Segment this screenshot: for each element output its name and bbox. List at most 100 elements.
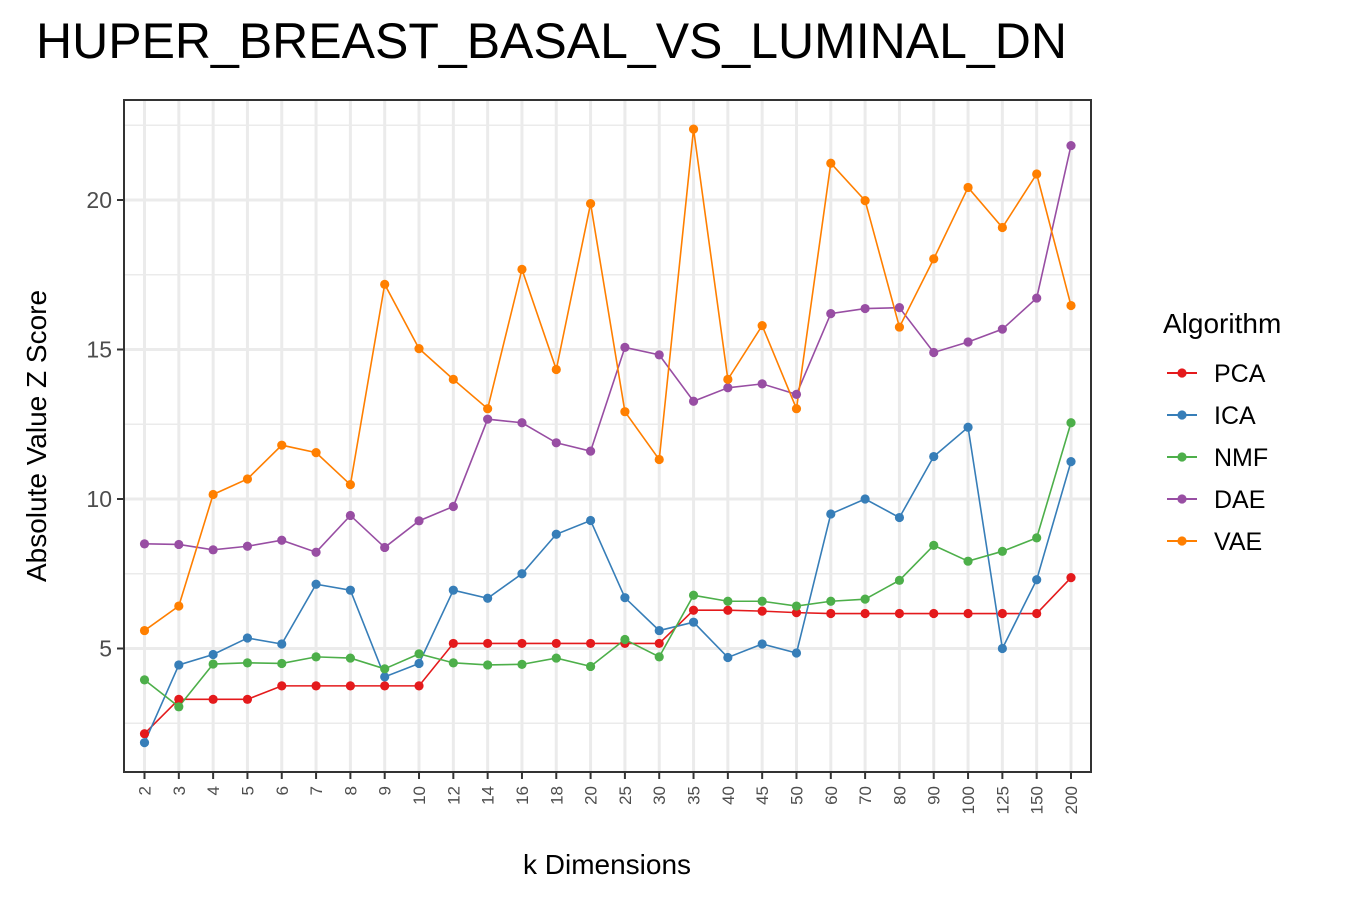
data-point-nmf bbox=[448, 658, 458, 668]
x-tick-label: 30 bbox=[650, 786, 669, 805]
data-point-dae bbox=[963, 337, 973, 347]
data-point-ica bbox=[585, 515, 596, 526]
plot-background bbox=[124, 100, 1091, 772]
data-point-dae bbox=[1032, 293, 1042, 303]
data-point-vae bbox=[242, 474, 253, 484]
series-line-nmf bbox=[144, 422, 1072, 708]
legend-key-point bbox=[1177, 494, 1187, 504]
data-point-dae bbox=[551, 438, 561, 448]
data-point-nmf bbox=[997, 546, 1007, 556]
x-tick-label: 12 bbox=[444, 786, 463, 805]
data-point-dae bbox=[311, 547, 321, 557]
data-point-vae bbox=[826, 158, 836, 168]
legend: Algorithm PCA ICA NMF DAE VAE bbox=[1163, 308, 1281, 556]
legend-key-point bbox=[1177, 536, 1187, 546]
legend-title: Algorithm bbox=[1163, 308, 1281, 339]
data-point-ica bbox=[345, 585, 355, 595]
data-point-ica bbox=[620, 593, 630, 603]
data-point-ica bbox=[929, 451, 939, 462]
data-point-dae bbox=[585, 446, 596, 456]
data-point-vae bbox=[963, 182, 973, 193]
data-point-ica bbox=[380, 672, 390, 682]
x-tick-label: 35 bbox=[685, 786, 704, 805]
data-point-nmf bbox=[585, 661, 596, 672]
data-point-ica bbox=[894, 512, 905, 523]
data-point-ica bbox=[174, 660, 184, 670]
y-axis-title: Absolute Value Z Score bbox=[21, 290, 52, 582]
data-point-ica bbox=[723, 652, 733, 663]
data-point-dae bbox=[791, 389, 802, 399]
data-point-pca bbox=[208, 694, 218, 704]
data-point-ica bbox=[139, 738, 150, 748]
y-tick-label: 10 bbox=[86, 486, 112, 512]
data-point-dae bbox=[757, 379, 767, 389]
data-point-ica bbox=[517, 569, 527, 579]
data-point-vae bbox=[311, 448, 321, 458]
x-tick-label: 8 bbox=[341, 786, 360, 795]
data-point-vae bbox=[174, 601, 184, 611]
data-point-ica bbox=[757, 639, 767, 649]
data-point-vae bbox=[139, 625, 150, 636]
data-point-nmf bbox=[483, 660, 493, 670]
x-tick-label: 4 bbox=[204, 786, 223, 795]
data-point-vae bbox=[517, 264, 527, 274]
data-point-pca bbox=[688, 605, 699, 615]
data-point-dae bbox=[654, 350, 664, 360]
data-point-vae bbox=[688, 124, 699, 134]
data-point-nmf bbox=[894, 575, 905, 585]
data-point-nmf bbox=[208, 659, 218, 669]
data-point-nmf bbox=[757, 596, 767, 606]
y-tick-label: 15 bbox=[86, 337, 112, 363]
data-point-pca bbox=[997, 608, 1007, 619]
data-point-vae bbox=[414, 344, 424, 354]
data-point-pca bbox=[826, 608, 836, 619]
data-point-ica bbox=[414, 658, 424, 669]
data-point-ica bbox=[483, 593, 493, 603]
data-point-pca bbox=[1066, 573, 1076, 583]
data-point-dae bbox=[414, 516, 424, 526]
data-point-vae bbox=[791, 404, 802, 414]
x-axis: 2 3 4 5 6 7 8 9 10 12 14 16 18 20 25 30 35 40 45 50 60 70 80 90… bbox=[136, 772, 1081, 814]
legend-key-point bbox=[1177, 410, 1187, 420]
data-point-pca bbox=[174, 694, 184, 704]
data-point-pca bbox=[723, 605, 733, 615]
data-point-ica bbox=[448, 585, 458, 595]
legend-label: DAE bbox=[1214, 486, 1265, 514]
data-point-dae bbox=[345, 510, 355, 521]
plot-panel-border bbox=[123, 99, 1092, 773]
data-point-nmf bbox=[654, 652, 664, 662]
legend-item-dae: DAE bbox=[1167, 486, 1265, 514]
x-tick-label: 125 bbox=[993, 786, 1012, 814]
data-point-nmf bbox=[414, 649, 424, 659]
data-point-nmf bbox=[311, 652, 321, 662]
data-point-pca bbox=[757, 606, 767, 616]
data-point-nmf bbox=[860, 594, 870, 604]
data-point-nmf bbox=[345, 653, 355, 663]
x-tick-label: 90 bbox=[925, 786, 944, 805]
x-tick-label: 14 bbox=[479, 786, 498, 805]
legend-item-ica: ICA bbox=[1167, 402, 1256, 430]
data-point-vae bbox=[860, 196, 870, 206]
data-point-pca bbox=[242, 694, 253, 704]
data-point-ica bbox=[208, 649, 218, 660]
data-point-vae bbox=[929, 254, 939, 264]
x-tick-label: 10 bbox=[410, 786, 429, 805]
data-point-ica bbox=[1066, 457, 1076, 467]
data-point-nmf bbox=[963, 556, 973, 566]
legend-label: VAE bbox=[1214, 528, 1262, 556]
grid-lines bbox=[124, 100, 1091, 772]
series-line-vae bbox=[144, 129, 1072, 632]
data-point-dae bbox=[723, 383, 733, 393]
data-point-dae bbox=[242, 541, 253, 551]
x-tick-label: 70 bbox=[856, 786, 875, 805]
data-point-vae bbox=[483, 404, 493, 414]
data-point-pca bbox=[380, 681, 390, 691]
data-point-ica bbox=[277, 639, 287, 649]
data-point-vae bbox=[757, 320, 767, 331]
data-point-vae bbox=[1032, 169, 1042, 179]
data-point-ica bbox=[242, 633, 253, 643]
x-tick-label: 60 bbox=[822, 786, 841, 805]
data-point-vae bbox=[1066, 300, 1076, 311]
data-point-ica bbox=[997, 643, 1007, 654]
